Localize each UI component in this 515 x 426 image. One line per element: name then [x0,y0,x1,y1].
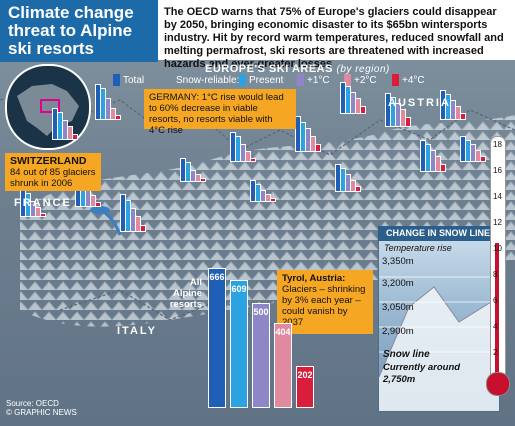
page-title: Climate change threat to Alpine ski reso… [8,3,134,58]
legend-heading-text: EUROPE'S SKI AREAS [205,63,333,75]
thermometer-tick: 2 [493,348,498,357]
intro-text: The OECD warns that 75% of Europe's glac… [164,6,504,70]
thermometer-tick: 18 [493,140,502,149]
thermometer-tick: 6 [493,296,498,305]
snow-line-current-altitude: 2,750m [383,374,416,385]
altitude-1: 3,350m [382,256,414,267]
region-bar [95,202,101,207]
alpine-bar [296,365,314,408]
legend-swatch-plus1 [297,74,304,86]
snow-line-label: Snow line [383,349,430,360]
thermometer-mercury [495,243,499,378]
region-bar [67,126,73,140]
snow-line-current: Currently around [383,362,461,373]
region-bar [245,151,251,162]
legend-swatch-plus4 [392,74,399,86]
region-bar [135,216,141,232]
legend-present: Present [249,75,284,86]
country-label-france: FRANCE [14,197,72,209]
alpine-chart-label: All Alpine resorts [169,277,202,310]
thermometer-tick: 14 [493,192,502,201]
locator-globe [5,64,91,150]
region-bar [250,158,256,162]
altitude-4: 2,900m [382,326,414,337]
region-bar [270,198,276,202]
region-bar [460,113,466,120]
legend-total: Total [123,75,145,86]
thermometer-bulb [486,372,510,396]
region-bar [40,213,46,217]
snow-line-heading: CHANGE IN SNOW LINE [378,226,498,241]
callout-germany: GERMANY: 1°C rise would lead to 60% decr… [144,89,296,136]
country-label-austria: AUSTRIA [388,97,451,109]
alpine-bar [230,279,248,408]
copyright-line: © GRAPHIC NEWS [6,408,77,417]
legend-swatch-plus2 [344,74,351,86]
region-bar [440,164,446,172]
title-background [0,0,158,62]
callout-switzerland-title: SWITZERLAND [10,155,87,167]
region-bar [480,156,486,162]
alpine-bar-label: 202 [297,369,313,380]
callout-tyrol-title: Tyrol, Austria: [282,273,346,284]
thermometer-tick: 10 [493,244,502,253]
legend-snow-reliable: Snow-reliable: [176,75,240,86]
legend-swatch-total [113,74,120,86]
region-bar [115,115,121,120]
altitude-2: 3,200m [382,278,414,289]
region-bar [110,108,116,120]
alpine-bar-label: 666 [209,272,225,282]
source-credit: Source: OECD © GRAPHIC NEWS [6,399,77,417]
callout-tyrol-text: Glaciers – shrinking by 3% each year – c… [282,284,366,328]
legend-plus4: +4°C [402,75,425,86]
region-bar [140,225,146,232]
region-bar [200,178,206,182]
alpine-bar [274,323,292,408]
thermometer-tick: 8 [493,270,498,279]
callout-switzerland-text: 84 out of 85 glaciers shrunk in 2006 [10,167,96,189]
thermometer-tick: 12 [493,218,502,227]
alpine-bar-chart: 666 609 500 404 202 [208,262,318,408]
region-bar [360,106,366,114]
mountain-illustration [379,276,499,411]
callout-tyrol: Tyrol, Austria: Glaciers – shrinking by … [277,270,373,334]
altitude-3: 3,050m [382,302,414,313]
legend-plus2: +2°C [354,75,377,86]
country-label-italy: ITALY [117,325,157,337]
alpine-bar-label: 609 [231,283,247,294]
snow-line-panel [378,226,500,412]
alpine-bar [208,268,226,408]
legend-plus1: +1°C [307,75,330,86]
thermometer-tick: 4 [493,322,498,331]
alpine-bar [252,302,270,408]
alpine-bar-label: 500 [253,306,269,317]
region-bar [90,195,96,207]
legend-heading: EUROPE'S SKI AREAS (by region) [205,63,390,75]
thermometer-tick: 16 [493,166,502,175]
region-bar [72,134,78,140]
snow-line-subheading: Temperature rise [384,243,452,253]
region-bar [355,186,361,192]
region-bar [315,144,321,152]
alpine-bar-label: 404 [275,327,291,338]
legend-heading-note: (by region) [336,64,390,75]
source-line: Source: OECD [6,399,59,408]
legend-swatch-present [239,74,246,86]
region-bar [405,117,411,127]
region-bar [35,207,41,217]
callout-switzerland: SWITZERLAND 84 out of 85 glaciers shrunk… [5,153,101,191]
